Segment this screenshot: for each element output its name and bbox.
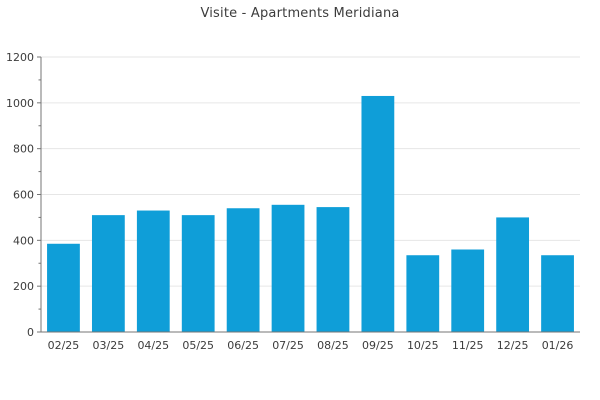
x-tick-label: 10/25 xyxy=(407,339,439,352)
x-tick-label: 12/25 xyxy=(497,339,529,352)
y-tick-label: 1200 xyxy=(6,51,34,64)
x-tick-label: 09/25 xyxy=(362,339,394,352)
y-tick-label: 400 xyxy=(13,234,34,247)
bar xyxy=(451,249,485,332)
x-tick-label: 11/25 xyxy=(452,339,484,352)
x-tick-label: 08/25 xyxy=(317,339,349,352)
y-tick-label: 0 xyxy=(27,326,34,339)
bar xyxy=(271,204,305,332)
x-tick-label: 04/25 xyxy=(137,339,169,352)
bar xyxy=(361,95,395,333)
x-tick-label: 03/25 xyxy=(93,339,125,352)
chart-title: Visite - Apartments Meridiana xyxy=(200,6,400,21)
x-tick-label: 05/25 xyxy=(182,339,214,352)
x-tick-label: 01/26 xyxy=(542,339,574,352)
bar xyxy=(541,255,574,332)
y-tick-label: 800 xyxy=(13,143,34,156)
y-tick-label: 200 xyxy=(13,280,34,293)
bar xyxy=(47,243,80,332)
bar xyxy=(316,207,350,332)
x-tick-label: 06/25 xyxy=(227,339,259,352)
bar xyxy=(91,215,125,333)
bar xyxy=(406,255,440,332)
bar xyxy=(496,217,530,332)
bar xyxy=(181,215,215,333)
y-tick-label: 1000 xyxy=(6,97,34,110)
bar xyxy=(136,210,170,332)
x-tick-label: 02/25 xyxy=(48,339,80,352)
x-tick-label: 07/25 xyxy=(272,339,304,352)
bar xyxy=(226,208,260,332)
y-tick-label: 600 xyxy=(13,189,34,202)
